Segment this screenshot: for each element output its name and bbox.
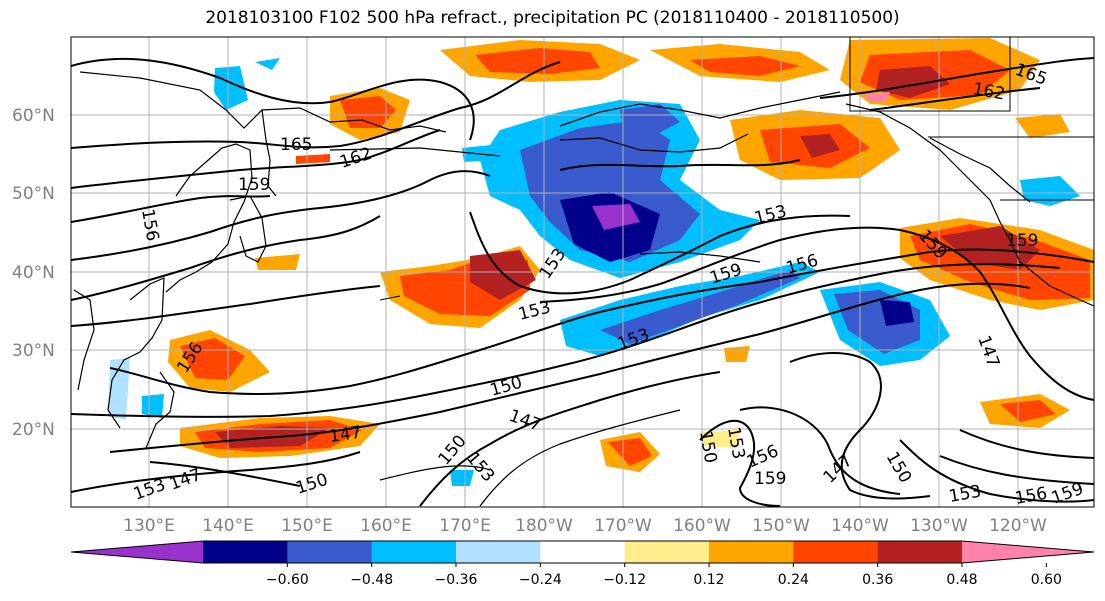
colorbar-segment <box>709 541 794 563</box>
map-frame <box>70 36 1095 508</box>
lon-label: 130°W <box>910 516 968 536</box>
coastlines <box>73 71 1094 449</box>
colorbar-segment <box>877 541 963 563</box>
lat-label: 40°N <box>12 263 55 283</box>
colorbar-segment <box>624 541 710 563</box>
lon-label: 160°W <box>673 516 731 536</box>
lon-label: 170°E <box>439 516 491 536</box>
lon-label: 130°E <box>123 516 175 536</box>
latitude-labels: 60°N 50°N 40°N 30°N 20°N <box>12 106 55 440</box>
contour-label: 165 <box>280 135 312 155</box>
lon-label: 180°W <box>515 516 573 536</box>
colorbar-label: −0.60 <box>266 572 309 588</box>
colorbar <box>70 540 1095 564</box>
lon-label: 140°E <box>202 516 254 536</box>
lon-label: 120°W <box>989 516 1047 536</box>
contour-label: 159 <box>238 175 270 195</box>
colorbar-labels: −0.60 −0.48 −0.36 −0.24 −0.12 0.12 0.24 0.36 0.4… <box>266 563 1062 588</box>
contour-label: 159 <box>1006 231 1038 251</box>
colorbar-label: 0.60 <box>1031 572 1062 588</box>
colorbar-label: −0.48 <box>350 572 393 588</box>
lat-label: 50°N <box>12 184 55 204</box>
lon-label: 150°E <box>281 516 333 536</box>
lat-label: 20°N <box>12 420 55 440</box>
map-panel <box>71 37 1094 507</box>
positive-anomaly-regions <box>168 38 1094 472</box>
lat-label: 30°N <box>12 341 55 361</box>
colorbar-segment <box>203 541 288 563</box>
lon-label: 140°W <box>831 516 889 536</box>
contour-label: 159 <box>754 469 786 489</box>
lon-label: 170°W <box>594 516 652 536</box>
colorbar-label: 0.24 <box>778 572 809 588</box>
colorbar-segment <box>287 541 373 563</box>
colorbar-segment <box>456 541 541 563</box>
colorbar-label: 0.48 <box>946 572 977 588</box>
colorbar-outline <box>70 540 1095 564</box>
refractivity-contours <box>71 57 1094 507</box>
lat-label: 60°N <box>12 106 55 126</box>
colorbar-label: −0.24 <box>519 572 562 588</box>
colorbar-label: 0.12 <box>693 572 724 588</box>
colorbar-segment <box>540 541 626 563</box>
map-title: 2018103100 F102 500 hPa refract., precip… <box>205 8 900 28</box>
graticule <box>71 37 1094 507</box>
colorbar-segment <box>793 541 879 563</box>
lon-label: 150°W <box>752 516 810 536</box>
colorbar-label: −0.36 <box>435 572 478 588</box>
thin-contours <box>379 409 681 507</box>
lon-label: 160°E <box>360 516 412 536</box>
colorbar-label: 0.36 <box>862 572 893 588</box>
colorbar-segment <box>371 541 457 563</box>
colorbar-label: −0.12 <box>603 572 646 588</box>
colorbar-extension-high <box>962 541 1094 563</box>
contour-label: 147 <box>328 423 363 447</box>
colorbar-extension-low <box>71 541 203 563</box>
political-boundaries <box>849 37 1094 201</box>
longitude-labels: 130°E 140°E 150°E 160°E 170°E 180°W 170°… <box>123 516 1047 536</box>
negative-anomaly-regions <box>108 58 1080 486</box>
